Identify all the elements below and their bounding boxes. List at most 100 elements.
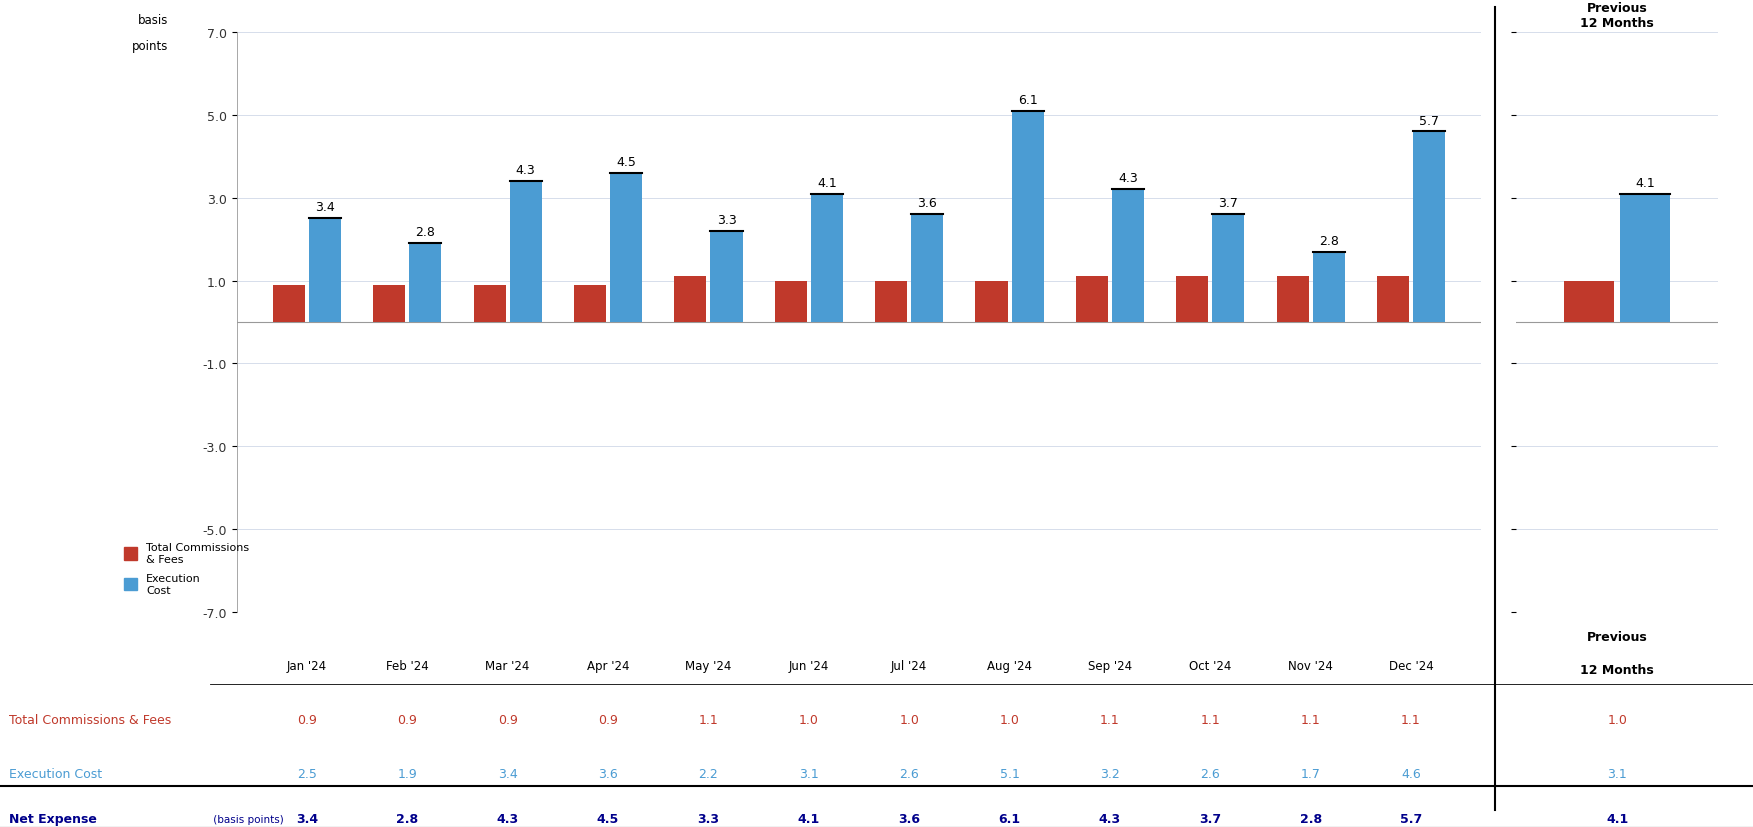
Text: 4.1: 4.1 <box>1636 176 1655 189</box>
Text: 3.7: 3.7 <box>1218 197 1238 210</box>
Text: 2.2: 2.2 <box>698 767 719 780</box>
Text: 6.1: 6.1 <box>999 812 1020 825</box>
Text: 1.0: 1.0 <box>999 713 1020 726</box>
Bar <box>1213 215 1245 323</box>
Bar <box>473 285 505 323</box>
Text: 1.0: 1.0 <box>899 713 919 726</box>
Text: Execution Cost: Execution Cost <box>9 767 102 780</box>
Bar <box>273 285 305 323</box>
Bar <box>775 281 806 323</box>
Text: 3.6: 3.6 <box>598 767 617 780</box>
Text: 4.5: 4.5 <box>598 812 619 825</box>
Text: 2.8: 2.8 <box>415 226 435 239</box>
Text: 1.1: 1.1 <box>1301 713 1320 726</box>
Bar <box>1176 277 1208 323</box>
Text: 0.9: 0.9 <box>296 713 317 726</box>
Bar <box>1413 132 1444 323</box>
Text: 3.2: 3.2 <box>1101 767 1120 780</box>
Text: 1.9: 1.9 <box>398 767 417 780</box>
Bar <box>1276 277 1309 323</box>
Bar <box>812 194 843 323</box>
Text: 5.7: 5.7 <box>1420 114 1439 127</box>
Text: 3.7: 3.7 <box>1199 812 1222 825</box>
Text: 4.3: 4.3 <box>1118 172 1138 185</box>
Text: Total Commissions & Fees: Total Commissions & Fees <box>9 713 172 726</box>
Text: 2.8: 2.8 <box>1299 812 1322 825</box>
Text: 3.1: 3.1 <box>1608 767 1627 780</box>
Text: 2.6: 2.6 <box>899 767 919 780</box>
Bar <box>1313 252 1345 323</box>
Text: 5.1: 5.1 <box>999 767 1020 780</box>
Text: 12 Months: 12 Months <box>1579 663 1655 676</box>
Bar <box>710 232 743 323</box>
Text: (basis points): (basis points) <box>210 814 284 824</box>
Text: Jan '24: Jan '24 <box>287 659 328 672</box>
Text: 2.6: 2.6 <box>1201 767 1220 780</box>
Text: Nov '24: Nov '24 <box>1288 659 1332 672</box>
Text: 4.3: 4.3 <box>1099 812 1120 825</box>
Text: Sep '24: Sep '24 <box>1089 659 1132 672</box>
Text: 3.3: 3.3 <box>698 812 719 825</box>
Bar <box>1076 277 1108 323</box>
Bar <box>1111 190 1145 323</box>
Bar <box>373 285 405 323</box>
Bar <box>1376 277 1409 323</box>
Text: Previous: Previous <box>1586 630 1648 643</box>
Bar <box>675 277 706 323</box>
Text: Mar '24: Mar '24 <box>486 659 529 672</box>
Text: 2.8: 2.8 <box>1318 234 1339 247</box>
Text: 0.9: 0.9 <box>398 713 417 726</box>
Text: 1.1: 1.1 <box>1401 713 1422 726</box>
Text: 4.1: 4.1 <box>1606 812 1629 825</box>
Text: 0.9: 0.9 <box>598 713 619 726</box>
Text: 1.1: 1.1 <box>1201 713 1220 726</box>
Text: points: points <box>131 41 168 54</box>
Text: 3.4: 3.4 <box>296 812 317 825</box>
Text: Oct '24: Oct '24 <box>1189 659 1231 672</box>
Text: 3.4: 3.4 <box>316 201 335 214</box>
Text: 3.3: 3.3 <box>717 213 736 227</box>
Text: 3.6: 3.6 <box>898 812 920 825</box>
Text: 6.1: 6.1 <box>1018 93 1038 107</box>
Bar <box>309 219 342 323</box>
Legend: Total Commissions
& Fees, Execution
Cost: Total Commissions & Fees, Execution Cost <box>124 543 249 595</box>
Text: 0.9: 0.9 <box>498 713 517 726</box>
Text: May '24: May '24 <box>685 659 731 672</box>
Bar <box>1620 194 1671 323</box>
Text: 4.1: 4.1 <box>798 812 820 825</box>
Text: Feb '24: Feb '24 <box>386 659 429 672</box>
Bar <box>610 174 642 323</box>
Text: 2.8: 2.8 <box>396 812 419 825</box>
Text: Aug '24: Aug '24 <box>987 659 1033 672</box>
Text: 4.5: 4.5 <box>615 155 636 169</box>
Bar <box>875 281 906 323</box>
Text: 2.5: 2.5 <box>296 767 317 780</box>
Text: 4.3: 4.3 <box>515 164 536 177</box>
Text: 1.0: 1.0 <box>1608 713 1627 726</box>
Text: 5.7: 5.7 <box>1401 812 1422 825</box>
Text: 1.1: 1.1 <box>698 713 719 726</box>
Bar <box>1564 281 1615 323</box>
Bar <box>912 215 943 323</box>
Text: Dec '24: Dec '24 <box>1388 659 1434 672</box>
Bar <box>573 285 607 323</box>
Text: 4.1: 4.1 <box>817 176 836 189</box>
Bar <box>408 244 442 323</box>
Text: Jul '24: Jul '24 <box>891 659 927 672</box>
Text: 1.0: 1.0 <box>799 713 819 726</box>
Text: 3.1: 3.1 <box>799 767 819 780</box>
Bar <box>1011 112 1043 323</box>
Text: Net Expense: Net Expense <box>9 812 96 825</box>
Text: Jun '24: Jun '24 <box>789 659 829 672</box>
Text: 3.4: 3.4 <box>498 767 517 780</box>
Text: 4.6: 4.6 <box>1401 767 1422 780</box>
Text: 1.7: 1.7 <box>1301 767 1320 780</box>
Text: Apr '24: Apr '24 <box>587 659 629 672</box>
Text: basis: basis <box>138 14 168 27</box>
Text: Previous
12 Months: Previous 12 Months <box>1579 2 1655 31</box>
Text: 3.6: 3.6 <box>917 197 938 210</box>
Text: 1.1: 1.1 <box>1101 713 1120 726</box>
Text: 4.3: 4.3 <box>496 812 519 825</box>
Bar <box>510 182 542 323</box>
Bar <box>975 281 1008 323</box>
